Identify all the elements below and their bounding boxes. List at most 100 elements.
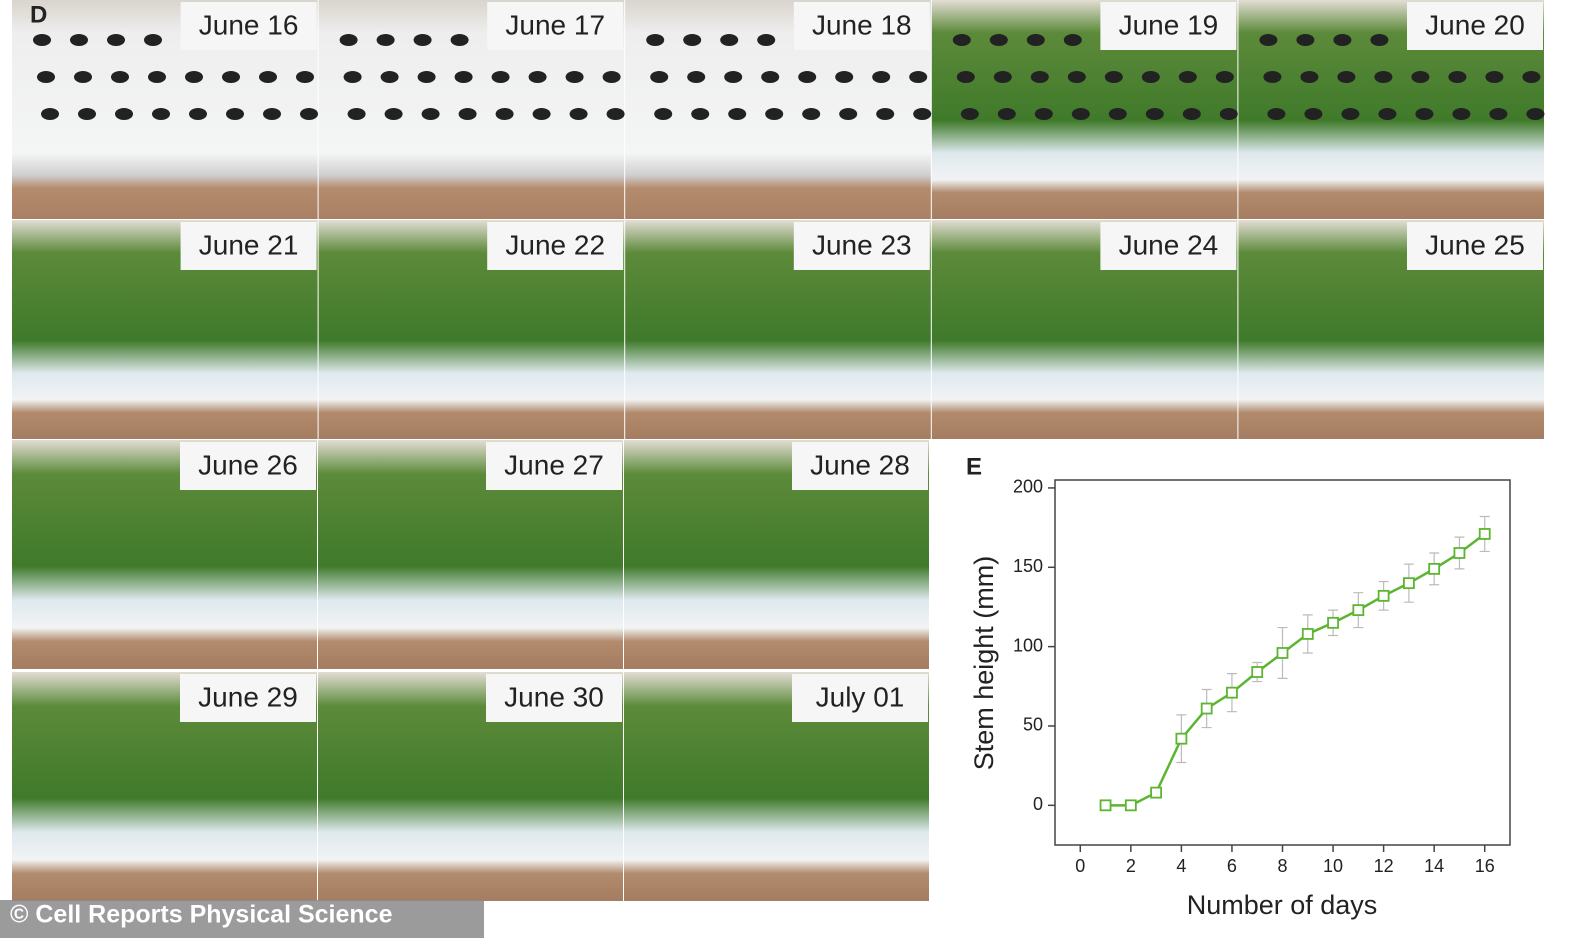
tray-hole [876,108,895,120]
data-point [1301,628,1314,640]
photo-label-box [793,2,930,50]
tray-hole [765,108,784,120]
photo-label-box [180,674,316,722]
tray-hole [1526,108,1545,120]
tray-hole [413,34,432,46]
tray-hole [909,71,928,83]
chart: E Number of days Stem height (mm) 0 2 4 6 8 1… [966,453,1511,920]
photo-label-box [180,222,317,270]
tray-hole [528,71,547,83]
photo-date: June 22 [505,229,605,260]
data-point [1377,589,1390,602]
photo-label-box [1407,222,1543,270]
photo-date: June 16 [199,9,299,40]
data-point [1175,732,1188,745]
tray-hole [687,71,706,83]
y-tick-label: 150 [1013,556,1043,576]
tray-hole [226,108,244,120]
y-tick-label: 200 [1013,477,1043,497]
tray-hole [107,34,125,46]
tray-hole [417,71,436,83]
tray-hole [606,108,625,120]
photo-date: June 30 [504,681,604,712]
tray-hole [1182,108,1201,120]
tray-hole [1267,108,1286,120]
tray-hole [1071,108,1090,120]
x-axis-label: Number of days [1187,890,1378,920]
tray-hole [602,71,621,83]
y-tick-label: 100 [1013,635,1043,655]
tray-hole [1300,71,1319,83]
data-point [1099,799,1112,812]
tray-hole [757,34,776,46]
tray-hole [952,34,971,46]
photo-date: June 24 [1119,229,1219,260]
tray-hole [691,108,710,120]
photo-date: June 17 [505,9,605,40]
tray-hole [1522,71,1541,83]
data-point [1352,604,1365,617]
tray-hole [491,71,510,83]
photo-label-box [793,222,930,270]
photo-date: June 29 [198,681,298,712]
tray-hole [646,34,665,46]
photo-label-box [1407,2,1543,50]
tray-hole [1104,71,1123,83]
tray-hole [1263,71,1282,83]
tray-hole [454,71,473,83]
tray-hole [78,108,96,120]
photo-date: June 27 [504,449,604,480]
tray-hole [683,34,702,46]
tray-hole [384,108,403,120]
tray-hole [421,108,440,120]
tray-hole [989,34,1008,46]
tray-hole [300,108,318,120]
tray-hole [993,71,1012,83]
x-tick-label: 14 [1424,856,1444,876]
photo-grid: June 16 June 17 June 18 June 19 June 20 June … [12,0,1545,901]
tray-hole [728,108,747,120]
tray-hole [1063,34,1082,46]
tray-hole [1411,71,1430,83]
tray-hole [222,71,240,83]
x-tick-label: 12 [1374,856,1394,876]
data-point [1453,547,1466,559]
photo-label-box [792,442,928,490]
panel-label: D [30,1,47,28]
credit-box [0,900,484,938]
photo-label-box [1100,2,1237,50]
tray-hole [339,34,358,46]
tray-hole [872,71,891,83]
photo-label-box [486,674,622,722]
x-tick-label: 0 [1075,856,1085,876]
tray-hole [569,108,588,120]
photo-date: June 26 [198,449,298,480]
tray-hole [1219,108,1238,120]
x-tick-label: 2 [1126,856,1136,876]
tray-hole [1378,108,1397,120]
y-axis-label: Stem height (mm) [969,556,999,771]
data-point [1200,702,1213,715]
tray-hole [1489,108,1508,120]
tray-hole [1452,108,1471,120]
photo-date: June 28 [810,449,910,480]
tray-hole [724,71,743,83]
tray-hole [532,108,551,120]
tray-hole [1374,71,1393,83]
tray-hole [650,71,669,83]
tray-hole [960,108,979,120]
panel-label: E [966,453,982,480]
photo-label-box [180,2,317,50]
x-tick-label: 10 [1323,856,1343,876]
tray-hole [1485,71,1504,83]
tray-hole [495,108,514,120]
x-tick-label: 16 [1475,856,1495,876]
tray-hole [1337,71,1356,83]
tray-hole [376,34,395,46]
tray-hole [761,71,780,83]
tray-hole [1178,71,1197,83]
tray-hole [956,71,975,83]
tray-hole [70,34,88,46]
tray-hole [913,108,932,120]
